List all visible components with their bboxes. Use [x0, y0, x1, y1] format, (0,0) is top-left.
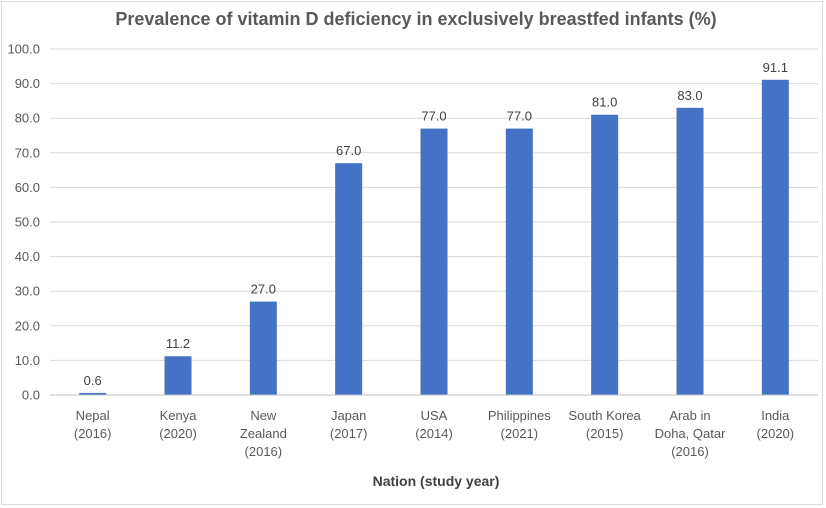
x-tick-label: South Korea (2015): [569, 408, 642, 441]
bar: [676, 107, 704, 395]
bar: [335, 163, 363, 395]
bars: [79, 79, 789, 396]
data-label: 11.2: [166, 336, 190, 351]
data-label: 83.0: [677, 88, 702, 103]
bar: [420, 128, 448, 395]
data-label: 77.0: [421, 109, 446, 124]
x-axis-title: Nation (study year): [373, 473, 500, 489]
x-tick-label: Arab in Doha, Qatar (2016): [655, 408, 726, 459]
bar: [505, 128, 533, 395]
y-tick-label: 100.0: [7, 42, 40, 57]
y-tick-label: 10.0: [15, 353, 40, 368]
y-tick-label: 0.0: [22, 388, 40, 403]
x-tick-label: USA (2014): [415, 408, 453, 441]
x-tick-label: Kenya (2020): [159, 408, 197, 441]
data-label: 77.0: [507, 109, 532, 124]
bar: [761, 79, 789, 395]
y-tick-label: 20.0: [15, 318, 40, 333]
x-tick-label: Japan (2017): [330, 408, 368, 441]
x-tick-label: India (2020): [757, 408, 795, 441]
y-tick-label: 40.0: [15, 249, 40, 264]
bar: [79, 392, 107, 395]
x-tick-label: Philippines (2021): [488, 408, 551, 441]
bar: [164, 356, 192, 395]
data-label: 0.6: [84, 373, 102, 388]
data-label: 27.0: [251, 282, 276, 297]
y-tick-label: 50.0: [15, 215, 40, 230]
y-tick-label: 60.0: [15, 180, 40, 195]
bar: [249, 301, 277, 395]
chart-title: Prevalence of vitamin D deficiency in ex…: [115, 9, 716, 29]
y-tick-label: 90.0: [15, 76, 40, 91]
x-tick-label: Nepal (2016): [74, 408, 112, 441]
data-label: 91.1: [763, 60, 788, 75]
y-tick-label: 30.0: [15, 284, 40, 299]
x-tick-label: New Zealand (2016): [240, 408, 287, 459]
y-axis-ticks: 0.0 10.0 20.0 30.0 40.0 50.0 60.0 70.0 80.0 90.0 1…: [7, 42, 40, 403]
bar: [591, 114, 619, 396]
y-tick-label: 80.0: [15, 111, 40, 126]
y-tick-label: 70.0: [15, 145, 40, 160]
data-labels: 0.6 11.2 27.0 67.0 77.0 77.0 81.0 83.0 91.1: [84, 60, 788, 388]
data-label: 81.0: [592, 95, 617, 110]
data-label: 67.0: [336, 143, 361, 158]
x-axis-ticks: Nepal (2016) Kenya (2020) New Zealand (2016) Ja…: [74, 408, 794, 459]
